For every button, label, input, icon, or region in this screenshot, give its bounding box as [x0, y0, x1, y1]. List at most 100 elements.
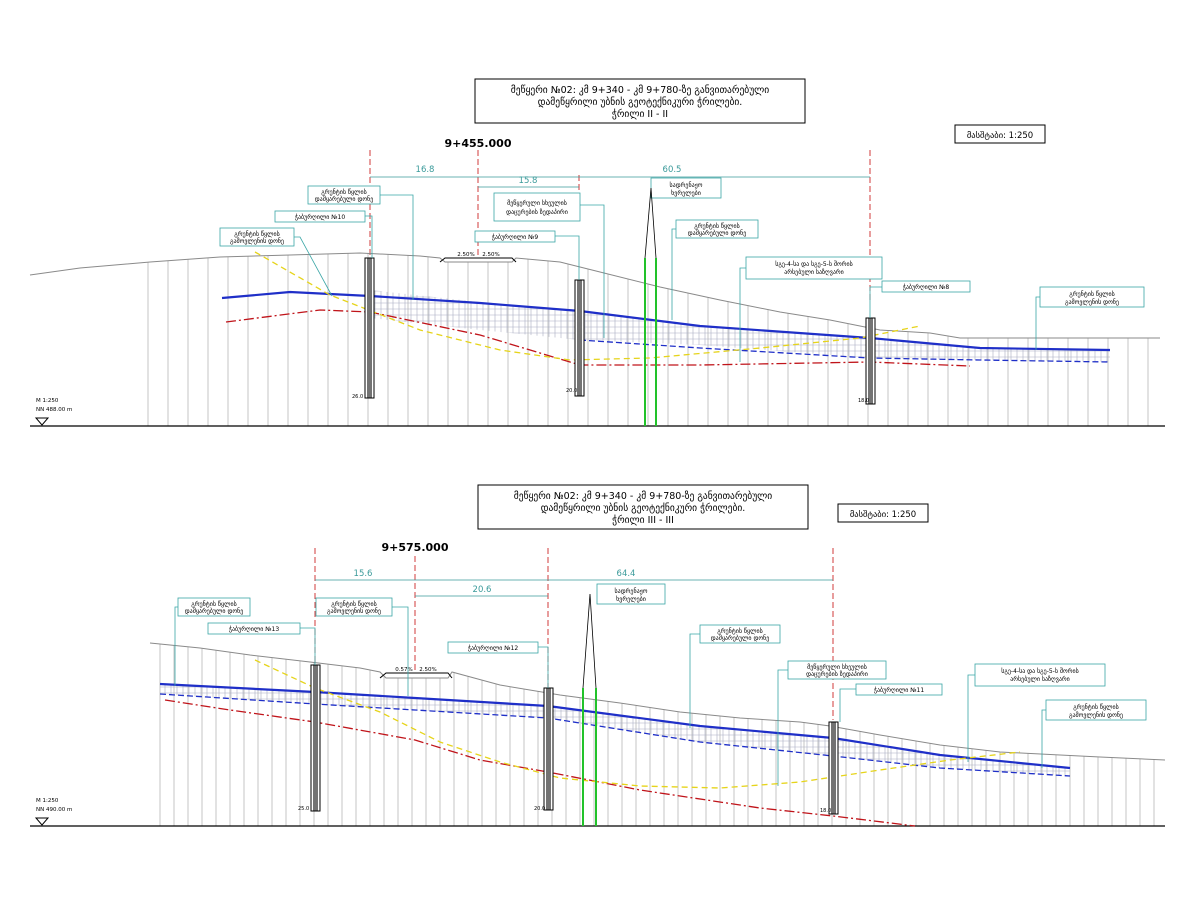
- borehole-depth: 25.0: [298, 806, 309, 812]
- scale-label: მასშტაბი: 1:250: [850, 509, 916, 520]
- borehole-depth: 26.0: [352, 394, 363, 400]
- section-ii: მეწყერი №02: კმ 9+340 - კმ 9+780-ზე განვ…: [29, 78, 1165, 427]
- callout-text: გამოვლენის დონე: [230, 238, 284, 245]
- slope-left: 0.57%: [395, 667, 412, 673]
- scale-m: M 1:250: [36, 398, 59, 404]
- slope-left: 2.50%: [457, 252, 474, 258]
- scale-nn: NN 490.00 m: [36, 807, 72, 813]
- borehole-11: 18.0: [820, 721, 839, 815]
- title-block: მეწყერი №02: კმ 9+340 - კმ 9+780-ზე განვ…: [477, 484, 809, 530]
- callout-text: დამყარებული დონე: [315, 196, 374, 203]
- title-line-1: მეწყერი №02: კმ 9+340 - კმ 9+780-ზე განვ…: [511, 85, 769, 96]
- borehole-10: 26.0: [352, 257, 375, 400]
- road-section: 2.50% 2.50%: [439, 252, 517, 263]
- callout-text: არსებული საზღვარი: [784, 269, 844, 276]
- section-iii: მეწყერი №02: კმ 9+340 - კმ 9+780-ზე განვ…: [30, 484, 1166, 827]
- callout-gw-observed: გრუნტის წყლის დამყარებული დონე: [174, 597, 251, 686]
- scale-m: M 1:250: [36, 798, 59, 804]
- drainage-holes: [644, 258, 657, 426]
- road-section: 0.57% 2.50%: [379, 667, 453, 679]
- chainage-label: 9+455.000: [445, 137, 512, 150]
- callout-slip-surface: მეწყერული სხეულის დაცურების ზედაპირი: [493, 192, 605, 338]
- callout-borehole-12: ჭაბურღილი №12: [447, 641, 549, 688]
- borehole-12: 20.0: [534, 687, 554, 812]
- callout-text: გამოვლენის დონე: [327, 608, 381, 615]
- scale-box: მასშტაბი: 1:250: [837, 503, 929, 523]
- slope-right: 2.50%: [419, 667, 436, 673]
- dimension-60.5: 60.5: [663, 165, 682, 175]
- dimension-lines: [315, 579, 833, 597]
- borehole-8: 18.0: [858, 317, 876, 405]
- callout-text: ჭაბურღილი №10: [295, 214, 345, 221]
- callout-text: დაცურების ზედაპირი: [806, 671, 868, 678]
- callout-gw-observed-2: გრუნტის წყლის დამყარებული დონე: [689, 624, 781, 728]
- callout-text: სადრენაჟო: [670, 182, 703, 189]
- callout-text: გამოვლენის დონე: [1069, 712, 1123, 719]
- callout-borehole-11: ჭაბურღილი №11: [839, 683, 943, 722]
- slip-surface-line: [254, 659, 1021, 789]
- callout-gw-observed-2: გრუნტის წყლის დამყარებული დონე: [671, 219, 759, 320]
- callout-text: გრუნტის წყლის: [234, 231, 279, 238]
- callout-text: სადრენაჟო: [615, 588, 648, 595]
- dimension-16.8: 16.8: [416, 165, 435, 175]
- slip-surface-line: [254, 251, 921, 361]
- callout-text: ჭაბურღილი №8: [903, 284, 950, 291]
- groundwater-lower-line: [159, 693, 1071, 777]
- water-bearing-zone: [160, 684, 1070, 776]
- callout-text: გრუნტის წყლის: [1069, 291, 1114, 298]
- groundwater-observed-line: [159, 682, 1071, 770]
- callout-text: სგე-4-სა და სგე-5-ს შორის: [1001, 668, 1078, 675]
- dimension-20.6: 20.6: [473, 585, 492, 595]
- chainage-label: 9+575.000: [382, 541, 449, 554]
- dimension-15.6: 15.6: [354, 569, 373, 579]
- borehole-13: 25.0: [298, 664, 321, 812]
- callout-text: მეწყერული სხეულის: [807, 664, 867, 671]
- callout-layer-boundary: სგე-4-სა და სგე-5-ს შორის არსებული საზღვ…: [739, 256, 883, 362]
- callout-text: ჭაბურღილი №12: [468, 645, 518, 652]
- borehole-depth: 18.0: [858, 398, 869, 404]
- scale-label: მასშტაბი: 1:250: [967, 130, 1033, 141]
- datum-triangle-icon: [34, 417, 50, 426]
- callout-drainage: სადრენაჟო ხვრელები: [582, 583, 666, 689]
- drainage-holes: [582, 688, 597, 826]
- callout-text: გრუნტის წყლის: [191, 601, 236, 608]
- callout-text: დამყარებული დონე: [711, 635, 770, 642]
- callout-gw-appear-2: გრუნტის წყლის გამოვლენის დონე: [1041, 699, 1147, 768]
- callout-text: გამოვლენის დონე: [1065, 299, 1119, 306]
- callout-borehole-13: ჭაბურღილი №13: [207, 622, 316, 665]
- callout-text: გრუნტის წყლის: [1073, 704, 1118, 711]
- callout-slip-surface: მეწყერული სხეულის დაცურების ზედაპირი: [777, 660, 887, 786]
- callout-borehole-10: ჭაბურღილი №10: [274, 210, 373, 258]
- callout-gw-appear: გრუნტის წყლის გამოვლენის დონე: [315, 597, 409, 696]
- callout-text: ხვრელები: [671, 190, 701, 197]
- borehole-depth: 20.0: [534, 806, 545, 812]
- datum-triangle-icon: [34, 817, 50, 826]
- callout-text: მეწყერული სხეულის: [507, 200, 567, 207]
- callout-text: ჭაბურღილი №13: [229, 626, 279, 633]
- slope-right: 2.50%: [482, 252, 499, 258]
- layer-boundary-line: [225, 309, 971, 367]
- borehole-depth: 18.0: [820, 808, 831, 814]
- callout-gw-appear-2: გრუნტის წყლის გამოვლენის დონე: [1035, 286, 1145, 350]
- borehole-depth: 20.0: [566, 388, 577, 394]
- vertical-grid: [147, 253, 1149, 426]
- callout-text: გრუნტის წყლის: [717, 628, 762, 635]
- callout-text: ხვრელები: [616, 596, 646, 603]
- ground-surface: [29, 252, 1160, 339]
- callout-drainage: სადრენაჟო ხვრელები: [644, 177, 722, 259]
- callout-text: დამყარებული დონე: [185, 608, 244, 615]
- callout-text: ჭაბურღილი №11: [874, 687, 924, 694]
- callout-text: სგე-4-სა და სგე-5-ს შორის: [775, 261, 852, 268]
- callout-gw-observed: გრუნტის წყლის დამყარებული დონე: [307, 185, 414, 300]
- ground-surface: [149, 642, 1166, 761]
- dimension-64.4: 64.4: [617, 569, 636, 579]
- title-line-3: ჭრილი II - II: [612, 109, 668, 120]
- title-line-1: მეწყერი №02: კმ 9+340 - კმ 9+780-ზე განვ…: [514, 491, 772, 502]
- title-block: მეწყერი №02: კმ 9+340 - კმ 9+780-ზე განვ…: [474, 78, 806, 124]
- callout-text: გრუნტის წყლის: [321, 189, 366, 196]
- callout-text: გრუნტის წყლის: [331, 601, 376, 608]
- title-line-3: ჭრილი III - III: [612, 515, 674, 526]
- title-line-2: დამეწყრილი უბნის გეოტექნიკური ჭრილები.: [538, 97, 743, 108]
- scale-box: მასშტაბი: 1:250: [954, 124, 1046, 144]
